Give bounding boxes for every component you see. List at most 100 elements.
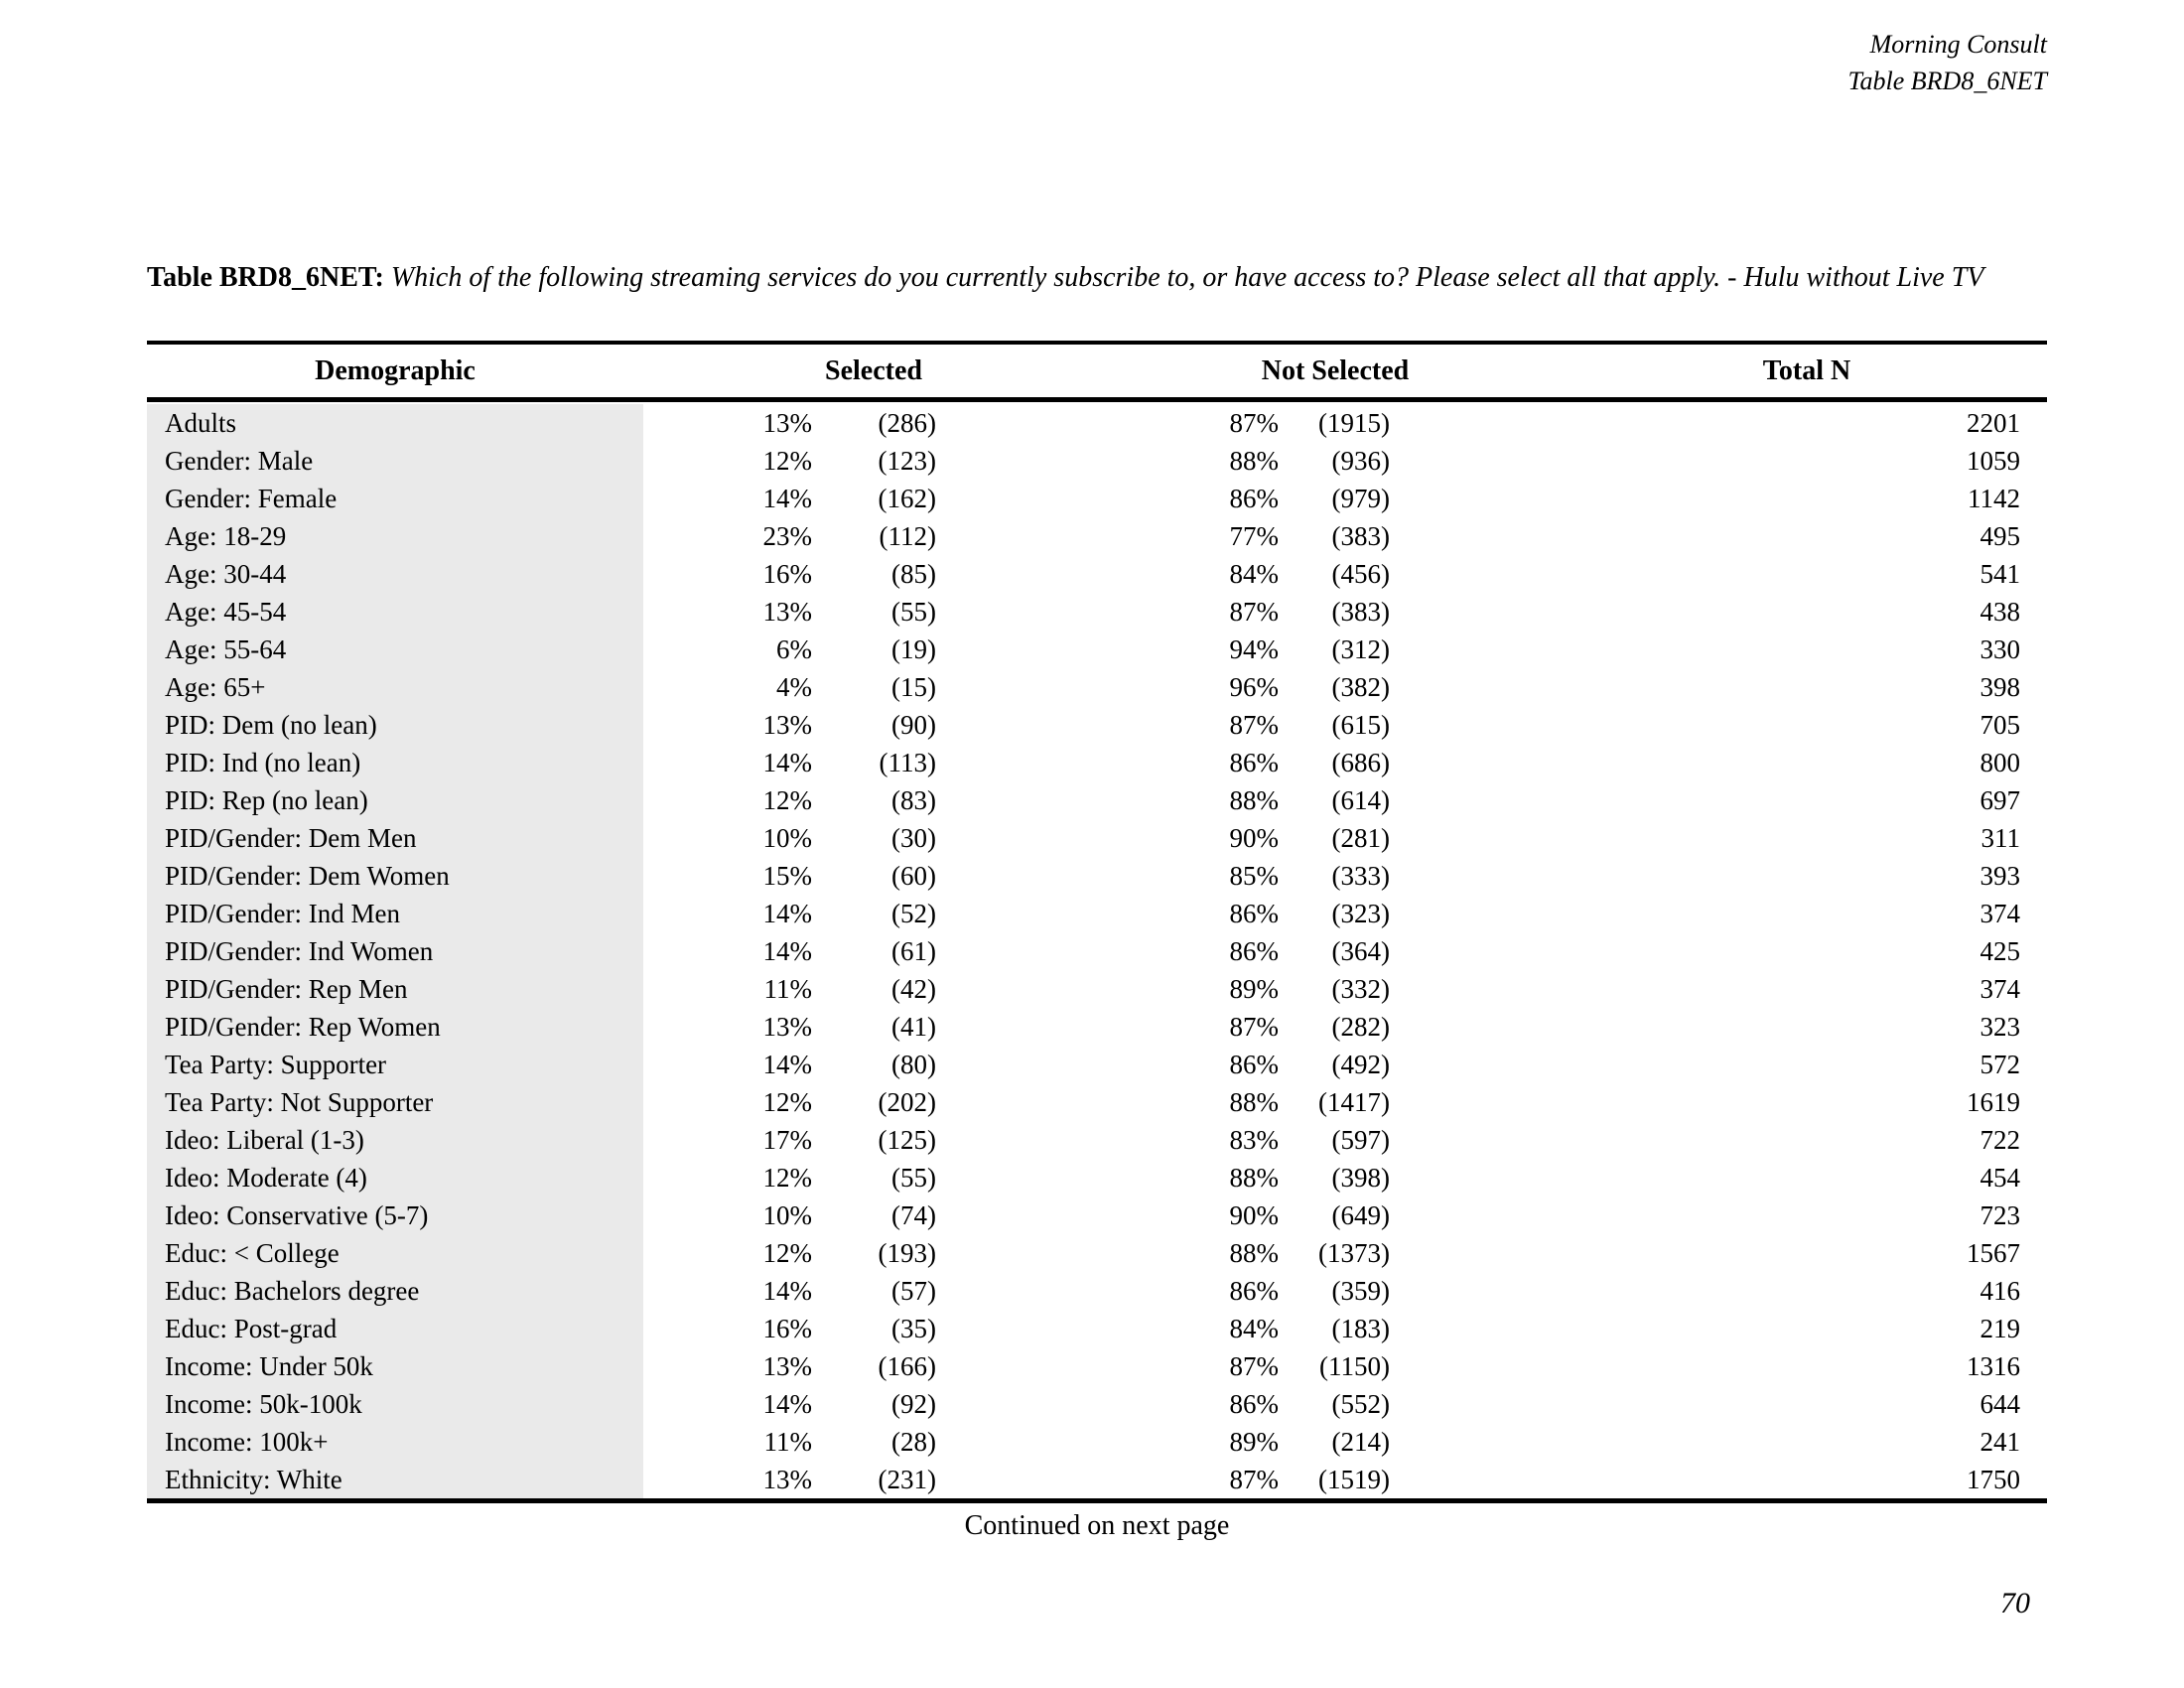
not-selected-count-cell: (382) [1331, 672, 1390, 702]
selected-count-cell: (35) [891, 1314, 936, 1343]
not-selected-pct-cell: 88% [1229, 1163, 1280, 1193]
demographic-cell: Educ: < College [147, 1234, 643, 1272]
selected-count-cell: (85) [891, 559, 936, 589]
demographic-cell: Age: 30-44 [147, 555, 643, 593]
not-selected-count-cell: (312) [1331, 634, 1390, 664]
not-selected-pct-cell: 86% [1229, 748, 1280, 777]
selected-count-cell: (19) [891, 634, 936, 664]
demographic-cell: PID: Rep (no lean) [147, 781, 643, 819]
selected-count-cell: (125) [878, 1125, 936, 1155]
total-n-cell: 398 [1979, 672, 2021, 702]
total-n-cell: 1316 [1967, 1351, 2020, 1381]
selected-pct-cell: 6% [776, 634, 812, 664]
selected-count-cell: (30) [891, 823, 936, 853]
demographic-cell: PID: Dem (no lean) [147, 706, 643, 744]
total-n-cell: 1619 [1967, 1087, 2020, 1117]
demographic-cell: PID/Gender: Rep Women [147, 1008, 643, 1046]
selected-count-cell: (231) [878, 1465, 936, 1494]
selected-pct-cell: 13% [762, 710, 813, 740]
selected-pct-cell: 12% [762, 1163, 813, 1193]
demographic-cell: Income: 50k-100k [147, 1385, 643, 1423]
not-selected-count-cell: (1519) [1318, 1465, 1390, 1494]
selected-pct-cell: 13% [762, 1465, 813, 1494]
selected-pct-cell: 13% [762, 597, 813, 627]
table-row: Income: Under 50k 13% (166) 87% (1150) 1316 [147, 1347, 2047, 1385]
selected-pct-cell: 14% [762, 936, 813, 966]
selected-count-cell: (42) [891, 974, 936, 1004]
selected-pct-cell: 14% [762, 899, 813, 928]
table-title-question: Which of the following streaming service… [390, 262, 1984, 293]
not-selected-pct-cell: 89% [1229, 1427, 1280, 1457]
total-n-cell: 323 [1979, 1012, 2021, 1042]
demographic-cell: Age: 65+ [147, 668, 643, 706]
selected-pct-cell: 23% [762, 521, 813, 551]
table-row: Age: 55-64 6% (19) 94% (312) 330 [147, 631, 2047, 668]
demographic-cell: Tea Party: Supporter [147, 1046, 643, 1083]
not-selected-count-cell: (333) [1331, 861, 1390, 891]
total-n-cell: 697 [1979, 785, 2021, 815]
selected-count-cell: (112) [879, 521, 936, 551]
demographic-cell: Income: 100k+ [147, 1423, 643, 1461]
selected-pct-cell: 14% [762, 1389, 813, 1419]
selected-count-cell: (28) [891, 1427, 936, 1457]
selected-count-cell: (193) [878, 1238, 936, 1268]
table-row: Age: 45-54 13% (55) 87% (383) 438 [147, 593, 2047, 631]
selected-count-cell: (52) [891, 899, 936, 928]
selected-pct-cell: 12% [762, 785, 813, 815]
not-selected-pct-cell: 88% [1229, 785, 1280, 815]
selected-count-cell: (61) [891, 936, 936, 966]
selected-count-cell: (90) [891, 710, 936, 740]
table-row: Income: 100k+ 11% (28) 89% (214) 241 [147, 1423, 2047, 1461]
selected-pct-cell: 15% [762, 861, 813, 891]
selected-count-cell: (123) [878, 446, 936, 476]
selected-pct-cell: 16% [762, 559, 813, 589]
selected-pct-cell: 14% [762, 1276, 813, 1306]
total-n-cell: 241 [1979, 1427, 2021, 1457]
selected-pct-cell: 13% [762, 1012, 813, 1042]
selected-pct-cell: 14% [762, 484, 813, 513]
total-n-cell: 374 [1979, 974, 2021, 1004]
not-selected-count-cell: (282) [1331, 1012, 1390, 1042]
demographic-cell: Income: Under 50k [147, 1347, 643, 1385]
selected-count-cell: (113) [879, 748, 936, 777]
total-n-cell: 495 [1979, 521, 2021, 551]
not-selected-pct-cell: 87% [1229, 1351, 1280, 1381]
demographic-cell: Ideo: Moderate (4) [147, 1159, 643, 1196]
not-selected-pct-cell: 87% [1229, 1012, 1280, 1042]
not-selected-pct-cell: 90% [1229, 823, 1280, 853]
column-header-demographic: Demographic [315, 354, 476, 386]
table-body: Adults 13% (286) 87% (1915) 2201 Gender: Male 1… [147, 404, 2047, 1498]
not-selected-pct-cell: 83% [1229, 1125, 1280, 1155]
not-selected-count-cell: (597) [1331, 1125, 1390, 1155]
demographic-cell: Adults [147, 404, 643, 442]
not-selected-pct-cell: 88% [1229, 446, 1280, 476]
not-selected-pct-cell: 84% [1229, 559, 1280, 589]
selected-count-cell: (60) [891, 861, 936, 891]
not-selected-count-cell: (492) [1331, 1050, 1390, 1079]
not-selected-count-cell: (398) [1331, 1163, 1390, 1193]
demographic-cell: Gender: Female [147, 480, 643, 517]
total-n-cell: 572 [1979, 1050, 2021, 1079]
selected-count-cell: (74) [891, 1200, 936, 1230]
not-selected-count-cell: (364) [1331, 936, 1390, 966]
corner-header: Morning Consult Table BRD8_6NET [1847, 26, 2047, 99]
not-selected-count-cell: (359) [1331, 1276, 1390, 1306]
table-row: Educ: < College 12% (193) 88% (1373) 1567 [147, 1234, 2047, 1272]
page-number: 70 [2000, 1587, 2030, 1619]
column-header-not-selected: Not Selected [1261, 354, 1410, 386]
table-row: PID/Gender: Ind Women 14% (61) 86% (364) 425 [147, 932, 2047, 970]
table-row: Adults 13% (286) 87% (1915) 2201 [147, 404, 2047, 442]
not-selected-count-cell: (1150) [1319, 1351, 1390, 1381]
not-selected-pct-cell: 86% [1229, 1276, 1280, 1306]
not-selected-count-cell: (332) [1331, 974, 1390, 1004]
total-n-cell: 723 [1979, 1200, 2021, 1230]
selected-pct-cell: 11% [763, 1427, 813, 1457]
total-n-cell: 1567 [1967, 1238, 2020, 1268]
table-row: Income: 50k-100k 14% (92) 86% (552) 644 [147, 1385, 2047, 1423]
selected-pct-cell: 4% [776, 672, 812, 702]
selected-pct-cell: 13% [762, 1351, 813, 1381]
table-row: PID: Ind (no lean) 14% (113) 86% (686) 800 [147, 744, 2047, 781]
table-row: Tea Party: Supporter 14% (80) 86% (492) 572 [147, 1046, 2047, 1083]
demographic-cell: Age: 18-29 [147, 517, 643, 555]
selected-pct-cell: 13% [762, 408, 813, 438]
